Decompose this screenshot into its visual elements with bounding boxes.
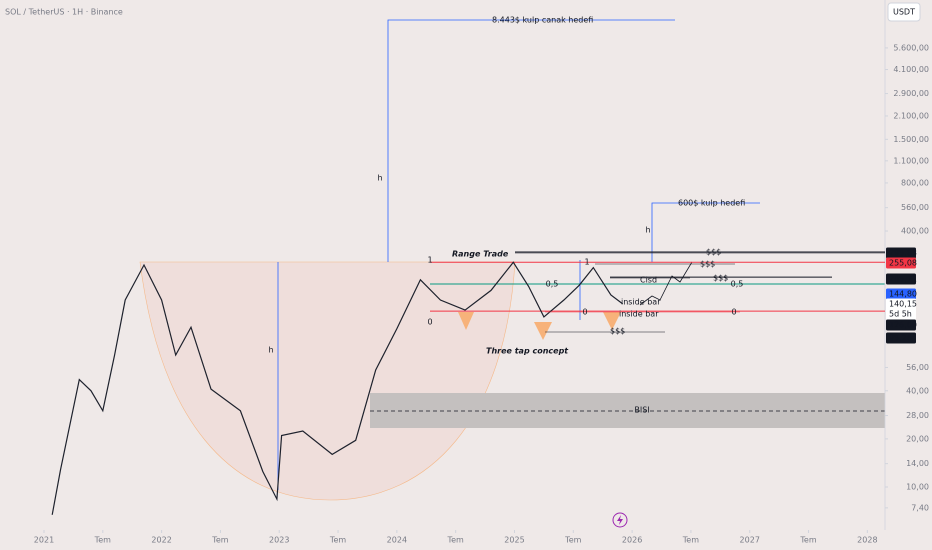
- tap-markers: [458, 312, 621, 340]
- chart-title: SOL / TetherUS · 1H · Binance: [5, 8, 123, 17]
- price-label-box: [886, 319, 916, 331]
- price-label: 255,08: [889, 259, 917, 268]
- x-tick-label: 2023: [269, 536, 289, 545]
- y-tick-label: 4.100,00: [893, 65, 929, 74]
- price-label: 295,83: [889, 249, 917, 258]
- x-tick-label: 2025: [504, 536, 524, 545]
- price-label: 95,26: [889, 334, 912, 343]
- event-icon[interactable]: [612, 512, 628, 528]
- currency-box[interactable]: [887, 2, 921, 22]
- x-tick-label: Tem: [799, 536, 816, 545]
- annotation: Range Trade: [452, 250, 509, 259]
- y-tick-label: 1.500,00: [893, 135, 929, 144]
- price-label: 140,15: [889, 300, 917, 309]
- cup-area: [139, 261, 516, 501]
- annotation: 1: [427, 256, 432, 265]
- price-label: 144,80: [889, 290, 917, 299]
- y-tick-label: 28,00: [906, 411, 929, 420]
- y-tick-label: 7,40: [911, 503, 929, 512]
- y-tick-label: 800,00: [901, 178, 929, 187]
- x-tick-label: 2021: [34, 536, 54, 545]
- price-label-box: [886, 273, 916, 285]
- price-label: 205,71: [889, 275, 917, 284]
- annotation: inside bar: [621, 298, 661, 307]
- annotation: 0,5: [731, 280, 744, 289]
- annotation: $$$: [700, 260, 715, 269]
- y-tick-label: 56,00: [906, 363, 929, 372]
- y-tick-label: 2.100,00: [893, 111, 929, 120]
- event-icon-bolt: [617, 515, 623, 525]
- annotation: 0: [427, 318, 432, 327]
- x-tick-label: Tem: [682, 536, 699, 545]
- y-tick-label: 2.900,00: [893, 89, 929, 98]
- countdown-box: [886, 308, 916, 320]
- price-label-box: [886, 257, 916, 269]
- x-tick-label: 2026: [622, 536, 642, 545]
- x-tick-label: 2027: [740, 536, 760, 545]
- x-tick-label: 2022: [151, 536, 171, 545]
- annotation: $$$: [610, 327, 625, 336]
- annotation: $$$: [713, 274, 728, 283]
- annotation: 8.443$ kulp canak hedefi: [492, 16, 593, 25]
- y-tick-label: 5.600,00: [893, 43, 929, 52]
- x-tick-label: Tem: [447, 536, 464, 545]
- y-tick-label: 10,00: [906, 482, 929, 491]
- projection-path: [639, 261, 693, 306]
- annotation: h: [268, 346, 273, 355]
- annotation: 600$ kulp hedefi: [678, 199, 745, 208]
- annotation: $$$: [706, 248, 721, 257]
- target-line: [387, 19, 675, 262]
- countdown: 5d 5h: [889, 310, 912, 319]
- annotation: BISI: [634, 406, 649, 415]
- y-tick-label: 20,00: [906, 434, 929, 443]
- price-label: 126,00: [889, 321, 917, 330]
- annotation: Three tap concept: [486, 347, 569, 356]
- y-tick-label: 1.100,00: [893, 156, 929, 165]
- x-tick-label: 2028: [857, 536, 877, 545]
- y-tick-label: 40,00: [906, 386, 929, 395]
- y-tick-label: 560,00: [901, 203, 929, 212]
- price-label-box: [886, 298, 916, 310]
- annotation: 1: [584, 258, 589, 267]
- annotation: 0: [731, 308, 736, 317]
- annotation: h: [645, 226, 650, 235]
- price-label-box: [886, 288, 916, 300]
- x-tick-label: Tem: [94, 536, 111, 545]
- bisi-zone: [370, 393, 885, 428]
- price-label-box: [886, 247, 916, 259]
- annotation: 0: [582, 308, 587, 317]
- x-tick-label: Tem: [329, 536, 346, 545]
- annotation: Cisd: [640, 276, 657, 285]
- annotation: h: [377, 174, 382, 183]
- y-tick-label: 14,00: [906, 459, 929, 468]
- x-tick-label: Tem: [564, 536, 581, 545]
- price-line: [51, 261, 624, 515]
- annotation: inside bar: [619, 310, 659, 319]
- annotation: 0,5: [546, 280, 559, 289]
- x-tick-label: 2024: [387, 536, 407, 545]
- target-line: [651, 202, 760, 262]
- x-tick-label: Tem: [211, 536, 228, 545]
- y-tick-label: 400,00: [901, 227, 929, 236]
- price-label-box: [886, 332, 916, 344]
- currency-label: USDT: [893, 8, 915, 17]
